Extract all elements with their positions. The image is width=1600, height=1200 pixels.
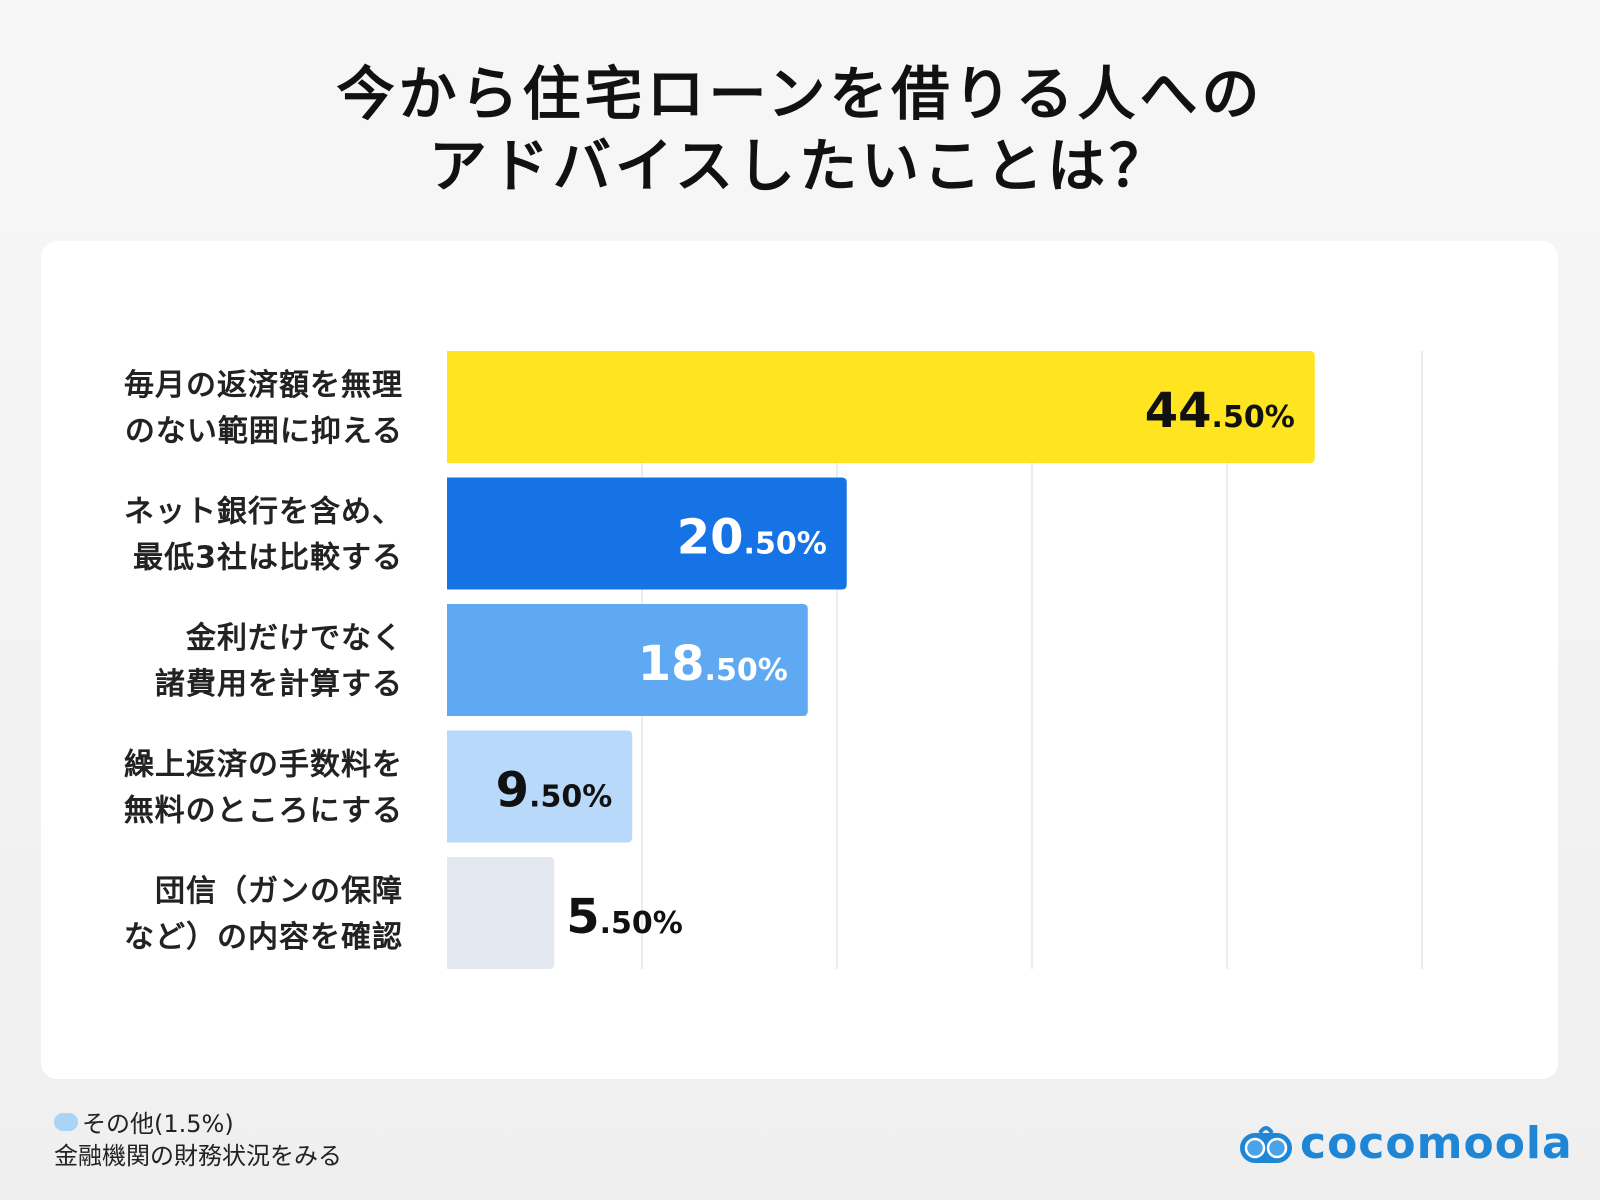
logo-text: cocomoola	[1300, 1118, 1573, 1169]
category-label: のない範囲に抑える	[125, 414, 403, 449]
chart-title: 今から住宅ローンを借りる人への アドバイスしたいことは？	[0, 58, 1600, 202]
cloud-icon	[54, 1113, 78, 1131]
data-label: 5.50%	[566, 889, 683, 945]
category-label: など）の内容を確認	[124, 920, 403, 955]
category-label: 金利だけでなく	[185, 621, 403, 656]
category-label: 団信（ガンの保障	[155, 874, 403, 909]
bar	[447, 730, 633, 843]
category-label: ネット銀行を含め、	[124, 495, 403, 530]
chart-card: 毎月の返済額を無理 のない範囲に抑える 44.50% ネット銀行を含め、最低3社は比較…	[41, 241, 1558, 1079]
bar	[447, 604, 808, 716]
data-label: 18.50%	[638, 636, 788, 692]
category-label: 最低3社は比較する	[133, 541, 403, 576]
logo-icon	[1240, 1125, 1292, 1163]
data-label: 44.50%	[1145, 383, 1295, 439]
category-label: 毎月の返済額を無理	[124, 368, 403, 403]
data-label: 20.50%	[677, 510, 827, 566]
bar	[447, 857, 555, 969]
category-label: 諸費用を計算する	[155, 667, 403, 702]
bar	[447, 351, 1315, 463]
category-label: 無料のところにする	[124, 794, 403, 829]
footnote-line-2: 金融機関の財務状況をみる	[54, 1142, 342, 1170]
bar	[447, 477, 847, 590]
title-line-2: アドバイスしたいことは？	[428, 132, 1172, 200]
logo: cocomoola	[1238, 1118, 1573, 1169]
data-label: 9.50%	[496, 763, 613, 819]
title-line-1: 今から住宅ローンを借りる人への	[336, 60, 1264, 128]
category-label: 繰上返済の手数料を	[124, 748, 403, 783]
footnote: その他(1.5%) 金融機関の財務状況をみる	[54, 1108, 342, 1172]
footnote-line-1: その他(1.5%)	[82, 1110, 234, 1138]
